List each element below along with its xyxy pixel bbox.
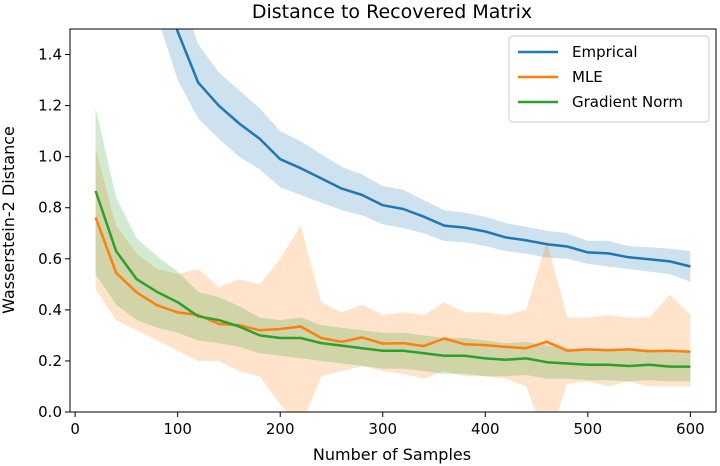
x-tick-label: 600 bbox=[676, 420, 705, 438]
line-emprical bbox=[175, 29, 691, 268]
legend-box bbox=[508, 35, 710, 123]
y-tick-label: 0.0 bbox=[38, 403, 62, 421]
y-tick-label: 0.8 bbox=[38, 199, 62, 217]
confidence-bands bbox=[95, 29, 691, 412]
legend-label-gradient-norm: Gradient Norm bbox=[572, 93, 683, 111]
x-tick-label: 500 bbox=[574, 420, 603, 438]
x-axis: 0 100 200 300 400 500 600 bbox=[70, 412, 705, 438]
y-axis-title: Wasserstein-2 Distance bbox=[0, 126, 18, 314]
series-lines bbox=[94, 29, 691, 368]
legend-label-mle: MLE bbox=[572, 68, 603, 86]
y-tick-label: 0.2 bbox=[38, 352, 62, 370]
band-emprical bbox=[161, 29, 691, 282]
x-tick-label: 400 bbox=[471, 420, 500, 438]
y-axis: 0.0 0.2 0.4 0.6 0.8 1.0 1.2 1.4 bbox=[38, 46, 70, 421]
x-tick-label: 0 bbox=[70, 420, 80, 438]
y-tick-label: 1.0 bbox=[38, 148, 62, 166]
legend: Emprical MLE Gradient Norm bbox=[508, 35, 710, 123]
y-tick-label: 0.4 bbox=[38, 301, 62, 319]
x-tick-label: 300 bbox=[368, 420, 397, 438]
x-axis-title: Number of Samples bbox=[313, 445, 471, 464]
y-tick-label: 1.2 bbox=[38, 97, 62, 115]
line-gradient-norm bbox=[94, 190, 691, 368]
chart-title: Distance to Recovered Matrix bbox=[252, 1, 532, 23]
band-gradient-norm bbox=[95, 108, 691, 382]
y-tick-label: 1.4 bbox=[38, 46, 62, 64]
x-tick-label: 200 bbox=[266, 420, 295, 438]
plot-frame bbox=[69, 28, 717, 413]
y-tick-label: 0.6 bbox=[38, 250, 62, 268]
x-tick-label: 100 bbox=[163, 420, 192, 438]
band-mle bbox=[95, 149, 691, 412]
legend-label-emprical: Emprical bbox=[572, 43, 638, 61]
